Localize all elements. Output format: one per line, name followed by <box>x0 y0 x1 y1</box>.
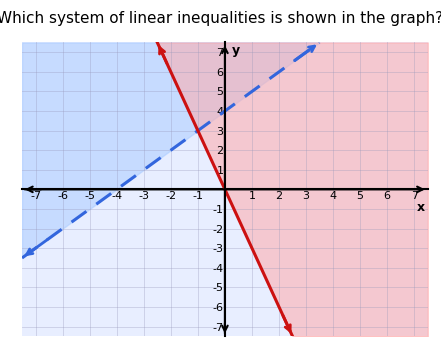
Text: Which system of linear inequalities is shown in the graph?: Which system of linear inequalities is s… <box>0 11 441 25</box>
Text: y: y <box>232 45 240 57</box>
Text: x: x <box>417 201 425 214</box>
